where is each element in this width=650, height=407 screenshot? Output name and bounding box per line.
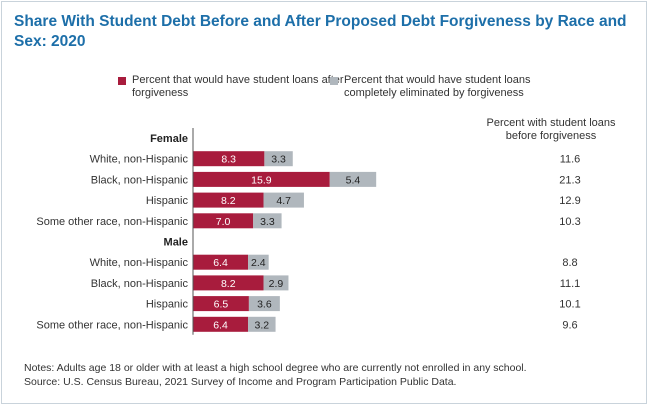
- data-label-eliminated: 4.7: [276, 195, 291, 207]
- category-label: Black, non-Hispanic: [91, 174, 189, 186]
- data-label-after: 15.9: [251, 174, 272, 186]
- data-label-eliminated: 3.2: [254, 319, 269, 331]
- legend-item-eliminated: Percent that would have student loans co…: [330, 74, 570, 102]
- legend-label-after: Percent that would have student loans af…: [132, 74, 344, 99]
- notes: Notes: Adults age 18 or older with at le…: [24, 361, 527, 389]
- data-label-eliminated: 2.9: [269, 278, 284, 290]
- data-label-before: 12.9: [559, 195, 580, 207]
- chart-title: Share With Student Debt Before and After…: [14, 13, 627, 50]
- bar-eliminated: [264, 151, 293, 167]
- category-label: Black, non-Hispanic: [91, 278, 189, 290]
- legend-swatch-after: [118, 77, 126, 85]
- data-label-before: 10.1: [559, 299, 580, 311]
- bar-after: [193, 316, 249, 332]
- data-label-before: 10.3: [559, 216, 580, 228]
- stacked-bar-chart: Female White, non-Hispanic 8.3 3.3 11.6 Black…: [36, 128, 581, 335]
- data-label-before: 21.3: [559, 174, 580, 186]
- bar-after: [193, 171, 330, 187]
- data-label-after: 8.3: [221, 154, 236, 166]
- notes-line: Notes: Adults age 18 or older with at le…: [24, 362, 527, 374]
- before-column-header: Percent with student loans before forgiv…: [486, 117, 616, 142]
- bar-eliminated: [263, 275, 289, 291]
- bar-after: [193, 296, 249, 312]
- bar-after: [193, 192, 264, 208]
- bar-eliminated: [329, 171, 377, 187]
- category-label: Hispanic: [146, 195, 189, 207]
- data-label-before: 11.6: [560, 154, 581, 166]
- data-label-eliminated: 3.6: [257, 299, 272, 311]
- category-label: Hispanic: [146, 299, 189, 311]
- data-label-before: 11.1: [560, 278, 581, 290]
- source-line: Source: U.S. Census Bureau, 2021 Survey …: [24, 376, 457, 388]
- data-label-eliminated: 5.4: [346, 174, 361, 186]
- bar-eliminated: [248, 316, 276, 332]
- group-label: Female: [150, 133, 188, 145]
- bar-eliminated: [263, 192, 304, 208]
- bar-eliminated: [248, 296, 280, 312]
- data-label-eliminated: 3.3: [260, 216, 275, 228]
- data-label-before: 8.8: [562, 257, 577, 269]
- bar-eliminated: [253, 213, 282, 229]
- bar-after: [193, 275, 264, 291]
- data-label-after: 8.2: [221, 195, 236, 207]
- bar-after: [193, 213, 254, 229]
- data-label-after: 6.5: [214, 299, 229, 311]
- legend-item-after: Percent that would have student loans af…: [118, 74, 344, 102]
- category-label: Some other race, non-Hispanic: [36, 319, 188, 331]
- bar-eliminated: [248, 254, 269, 270]
- bar-after: [193, 151, 265, 167]
- data-label-after: 6.4: [213, 319, 228, 331]
- category-label: White, non-Hispanic: [90, 154, 189, 166]
- legend-swatch-eliminated: [330, 77, 338, 85]
- data-label-after: 6.4: [213, 257, 228, 269]
- group-label: Male: [164, 237, 188, 249]
- data-label-after: 8.2: [221, 278, 236, 290]
- data-label-after: 7.0: [216, 216, 231, 228]
- data-label-eliminated: 2.4: [251, 257, 266, 269]
- data-label-before: 9.6: [562, 319, 577, 331]
- bar-after: [193, 254, 249, 270]
- legend-label-eliminated: Percent that would have student loans co…: [344, 74, 531, 99]
- data-label-eliminated: 3.3: [271, 154, 286, 166]
- category-label: Some other race, non-Hispanic: [36, 216, 188, 228]
- category-label: White, non-Hispanic: [90, 257, 189, 269]
